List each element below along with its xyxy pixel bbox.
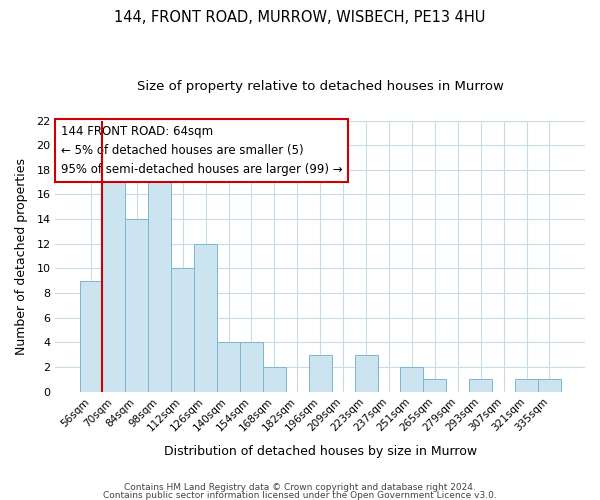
Bar (103, 170, 125, 392)
Bar (125, 219, 148, 392)
Bar (171, 268, 194, 392)
Text: 144 FRONT ROAD: 64sqm
← 5% of detached houses are smaller (5)
95% of semi-detach: 144 FRONT ROAD: 64sqm ← 5% of detached h… (61, 124, 343, 176)
Bar (263, 367, 286, 392)
Text: Contains HM Land Registry data © Crown copyright and database right 2024.: Contains HM Land Registry data © Crown c… (124, 484, 476, 492)
Bar (194, 244, 217, 392)
Text: 144, FRONT ROAD, MURROW, WISBECH, PE13 4HU: 144, FRONT ROAD, MURROW, WISBECH, PE13 4… (115, 10, 485, 25)
X-axis label: Distribution of detached houses by size in Murrow: Distribution of detached houses by size … (164, 444, 477, 458)
Bar (80, 281, 103, 392)
Bar (309, 354, 332, 392)
Bar (515, 380, 538, 392)
Bar (240, 342, 263, 392)
Bar (355, 354, 377, 392)
Bar (217, 342, 240, 392)
Title: Size of property relative to detached houses in Murrow: Size of property relative to detached ho… (137, 80, 503, 93)
Bar (538, 380, 561, 392)
Bar (424, 380, 446, 392)
Bar (148, 182, 171, 392)
Bar (400, 367, 424, 392)
Bar (469, 380, 492, 392)
Text: Contains public sector information licensed under the Open Government Licence v3: Contains public sector information licen… (103, 490, 497, 500)
Y-axis label: Number of detached properties: Number of detached properties (15, 158, 28, 354)
